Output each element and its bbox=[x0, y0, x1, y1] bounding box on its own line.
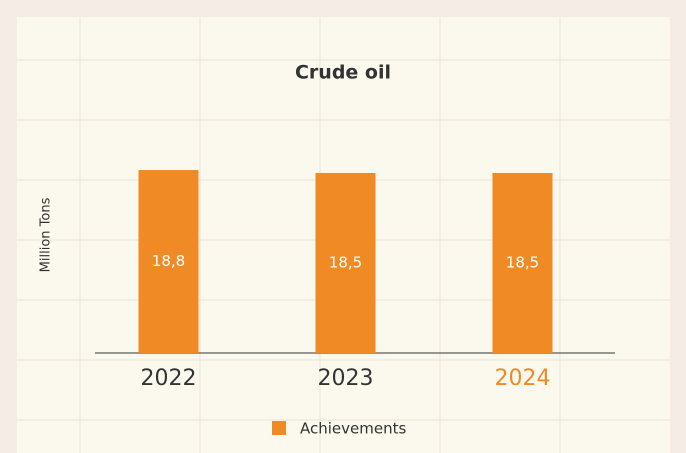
bar bbox=[492, 172, 553, 353]
value-label: 18,8 bbox=[152, 252, 185, 270]
chart-title: Crude oil bbox=[295, 62, 391, 84]
x-tick-label: 2022 bbox=[141, 366, 197, 391]
y-axis-label: Million Tons bbox=[39, 197, 54, 272]
x-tick-label: 2023 bbox=[318, 366, 374, 391]
legend-label: Achievements bbox=[300, 420, 406, 438]
value-label: 18,5 bbox=[329, 253, 362, 271]
x-tick-label: 2024 bbox=[495, 366, 551, 391]
legend-swatch bbox=[272, 421, 286, 435]
bar bbox=[138, 170, 199, 353]
bar bbox=[315, 172, 376, 353]
background-grid bbox=[17, 17, 670, 453]
value-label: 18,5 bbox=[506, 253, 539, 271]
